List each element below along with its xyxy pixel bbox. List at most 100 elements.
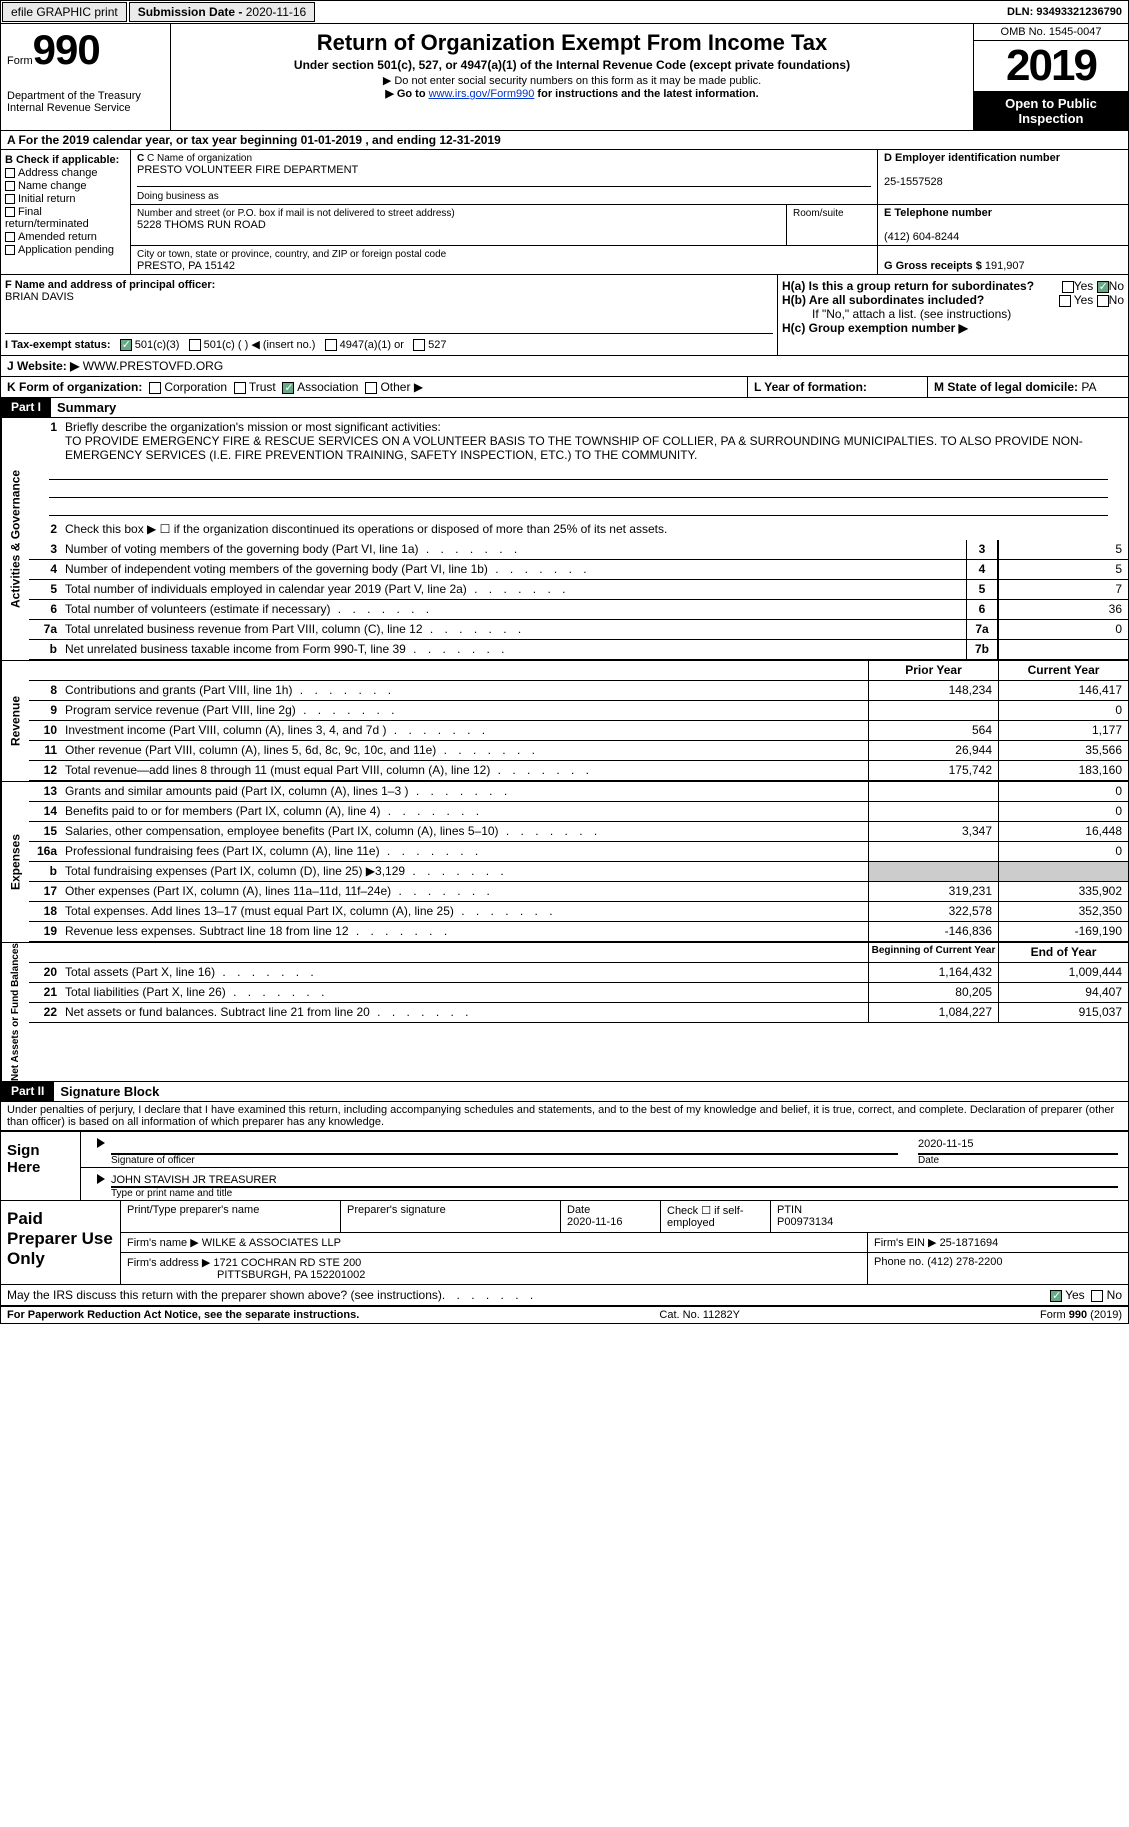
- firm-phone: (412) 278-2200: [927, 1256, 1002, 1268]
- phone-label: Phone no.: [874, 1256, 924, 1268]
- l1-label: Briefly describe the organization's miss…: [65, 420, 441, 434]
- ha-yes[interactable]: [1062, 281, 1074, 293]
- prior-val: 322,578: [868, 902, 998, 921]
- col-h: H(a) Is this a group return for subordin…: [778, 275, 1128, 355]
- footer: For Paperwork Reduction Act Notice, see …: [0, 1305, 1129, 1324]
- cb-address-change[interactable]: Address change: [5, 167, 126, 179]
- typed-name-label: Type or print name and title: [111, 1187, 1118, 1199]
- gval: 5: [998, 540, 1128, 559]
- curr-val: 915,037: [998, 1003, 1128, 1022]
- sub-date-val: 2020-11-16: [246, 5, 307, 19]
- cb-application-pending[interactable]: Application pending: [5, 244, 126, 256]
- gtxt: Total number of volunteers (estimate if …: [61, 600, 966, 619]
- hc-label: H(c) Group exemption number ▶: [782, 321, 968, 335]
- chk-501c[interactable]: [189, 339, 201, 351]
- website-value[interactable]: WWW.PRESTOVFD.ORG: [83, 359, 223, 373]
- omb-number: OMB No. 1545-0047: [974, 24, 1128, 41]
- gnum-1: 1: [29, 418, 61, 462]
- curr-val: 1,009,444: [998, 963, 1128, 982]
- sig-officer-label: Signature of officer: [111, 1154, 898, 1166]
- i-label: I Tax-exempt status:: [5, 339, 111, 351]
- gnum: 13: [29, 782, 61, 801]
- k-corp[interactable]: [149, 382, 161, 394]
- curr-val: 94,407: [998, 983, 1128, 1002]
- firm-ein: 25-1871694: [940, 1237, 999, 1249]
- cb-final-return[interactable]: Final return/terminated: [5, 206, 126, 230]
- room-label: Room/suite: [793, 208, 844, 219]
- caret-icon: [97, 1174, 105, 1184]
- gtxt: Investment income (Part VIII, column (A)…: [61, 721, 868, 740]
- prior-val: 148,234: [868, 681, 998, 700]
- ha-no[interactable]: [1097, 281, 1109, 293]
- mission-lines: [29, 466, 1128, 516]
- cb-name-change[interactable]: Name change: [5, 180, 126, 192]
- m-value: PA: [1081, 380, 1096, 394]
- data-row: 18 Total expenses. Add lines 13–17 (must…: [29, 902, 1128, 922]
- curr-val: 0: [998, 842, 1128, 861]
- k-trust[interactable]: [234, 382, 246, 394]
- gnum: 12: [29, 761, 61, 780]
- part2-badge: Part II: [1, 1082, 54, 1101]
- current-year-header: Current Year: [998, 661, 1128, 680]
- gtxt: Salaries, other compensation, employee b…: [61, 822, 868, 841]
- k-assoc[interactable]: [282, 382, 294, 394]
- gnum: 16a: [29, 842, 61, 861]
- gtxt: Number of independent voting members of …: [61, 560, 966, 579]
- gnum: 5: [29, 580, 61, 599]
- cb-initial-return[interactable]: Initial return: [5, 193, 126, 205]
- col-cd: C C Name of organization PRESTO VOLUNTEE…: [131, 150, 1128, 274]
- gtxt: Number of voting members of the governin…: [61, 540, 966, 559]
- ein-value: 25-1557528: [884, 176, 943, 188]
- prior-val: [868, 701, 998, 720]
- cb-amended-return[interactable]: Amended return: [5, 231, 126, 243]
- hb-no[interactable]: [1097, 295, 1109, 307]
- l2-text: Check this box ▶ ☐ if the organization d…: [61, 520, 1128, 540]
- phone-value: (412) 604-8244: [884, 231, 959, 243]
- chk-527[interactable]: [413, 339, 425, 351]
- hb-yes[interactable]: [1059, 295, 1071, 307]
- k-label: K Form of organization:: [7, 380, 142, 394]
- prior-val: 3,347: [868, 822, 998, 841]
- d-label: D Employer identification number: [884, 152, 1060, 164]
- preparer-block: Paid Preparer Use Only Print/Type prepar…: [0, 1201, 1129, 1285]
- chk-501c3[interactable]: [120, 339, 132, 351]
- gtxt: Benefits paid to or for members (Part IX…: [61, 802, 868, 821]
- rev-n-blank: [29, 661, 61, 680]
- sig-date: 2020-11-15: [918, 1138, 1118, 1154]
- curr-val: 0: [998, 802, 1128, 821]
- curr-val: 0: [998, 782, 1128, 801]
- col-b: B Check if applicable: Address change Na…: [1, 150, 131, 274]
- dba-label: Doing business as: [137, 191, 219, 202]
- submission-date: Submission Date - 2020-11-16: [129, 2, 316, 22]
- discuss-no[interactable]: [1091, 1290, 1103, 1302]
- firm-name: WILKE & ASSOCIATES LLP: [202, 1237, 341, 1249]
- prep-sig-hdr: Preparer's signature: [341, 1201, 561, 1232]
- k-other[interactable]: [365, 382, 377, 394]
- prior-val: 175,742: [868, 761, 998, 780]
- chk-4947[interactable]: [325, 339, 337, 351]
- footer-left: For Paperwork Reduction Act Notice, see …: [7, 1309, 359, 1321]
- discuss-yes[interactable]: [1050, 1290, 1062, 1302]
- curr-val: 35,566: [998, 741, 1128, 760]
- data-row: 21 Total liabilities (Part X, line 26) 8…: [29, 983, 1128, 1003]
- gnum: 22: [29, 1003, 61, 1022]
- gnum: 6: [29, 600, 61, 619]
- data-row: 13 Grants and similar amounts paid (Part…: [29, 782, 1128, 802]
- preparer-label: Paid Preparer Use Only: [1, 1201, 121, 1284]
- gtxt: Total liabilities (Part X, line 26): [61, 983, 868, 1002]
- footer-mid: Cat. No. 11282Y: [659, 1309, 740, 1321]
- part2-title: Signature Block: [54, 1082, 165, 1101]
- gov-row: b Net unrelated business taxable income …: [29, 640, 1128, 660]
- data-row: 9 Program service revenue (Part VIII, li…: [29, 701, 1128, 721]
- efile-button[interactable]: efile GRAPHIC print: [2, 2, 127, 22]
- gnum: 9: [29, 701, 61, 720]
- org-name: PRESTO VOLUNTEER FIRE DEPARTMENT: [137, 164, 358, 176]
- discuss-row: May the IRS discuss this return with the…: [0, 1285, 1129, 1305]
- hb-note: If "No," attach a list. (see instruction…: [782, 307, 1124, 321]
- gnum: 10: [29, 721, 61, 740]
- data-row: 15 Salaries, other compensation, employe…: [29, 822, 1128, 842]
- irs-link[interactable]: www.irs.gov/Form990: [429, 88, 535, 100]
- col-f: F Name and address of principal officer:…: [1, 275, 778, 355]
- prior-val: 26,944: [868, 741, 998, 760]
- city-label: City or town, state or province, country…: [137, 249, 446, 260]
